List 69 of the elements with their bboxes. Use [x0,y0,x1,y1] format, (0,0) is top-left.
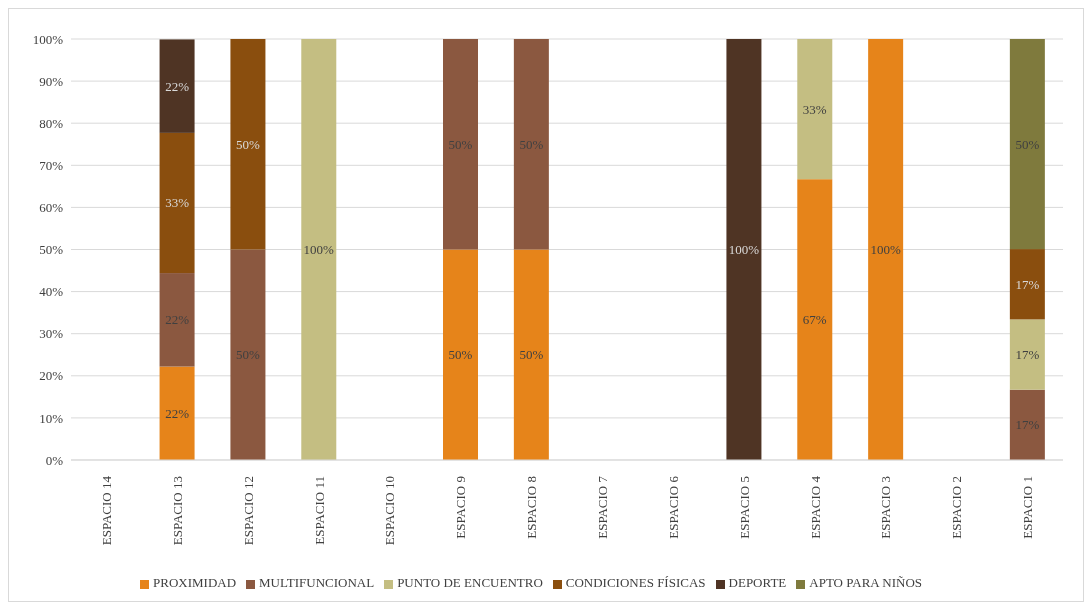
legend-label: PROXIMIDAD [152,575,237,590]
y-tick-label: 50% [39,242,64,258]
data-label: 22% [165,78,190,94]
x-tick-label: ESPACIO 1 [1020,476,1036,539]
x-tick-label: ESPACIO 6 [665,475,681,539]
data-label: 50% [448,136,473,152]
x-tick-label: ESPACIO 14 [98,475,114,546]
data-label: 100% [728,242,760,257]
data-label: 50% [236,136,261,152]
data-label: 17% [1015,417,1040,433]
x-tick-label: ESPACIO 13 [169,476,185,546]
bar [301,39,337,460]
data-label: 50% [236,347,261,363]
bar [868,39,904,460]
bar [230,249,266,460]
x-tick-label: ESPACIO 2 [949,476,965,539]
bar [159,39,195,133]
legend-label: MULTIFUNCIONAL [259,575,375,590]
data-label: 50% [448,347,473,363]
data-label: 33% [165,195,190,211]
bar [230,39,266,250]
y-tick-label: 90% [39,73,64,89]
x-tick-label: ESPACIO 4 [807,475,823,539]
x-tick-label: ESPACIO 9 [453,476,469,539]
bar [159,273,195,367]
bar [513,39,549,250]
y-tick-label: 0% [45,452,64,468]
legend-label: PUNTO DE ENCUENTRO [397,575,543,590]
data-label: 33% [802,101,827,117]
data-label: 22% [165,312,190,328]
data-label: 50% [519,136,544,152]
y-tick-label: 10% [39,410,64,426]
bar [797,39,833,180]
bar [513,249,549,460]
bar [443,249,478,460]
legend-label: APTO PARA NIÑOS [809,575,922,590]
data-label: 67% [802,312,827,328]
x-tick-label: ESPACIO 11 [311,476,327,545]
data-label: 50% [1015,136,1040,152]
legend-label: CONDICIONES FÍSICAS [565,575,706,590]
x-tick-label: ESPACIO 12 [240,476,256,546]
data-label: 100% [303,242,335,257]
y-tick-label: 20% [39,368,64,384]
y-tick-label: 30% [39,326,64,342]
y-tick-label: 40% [39,284,64,300]
data-label: 22% [165,405,190,421]
x-tick-label: ESPACIO 10 [382,476,398,546]
y-tick-label: 80% [39,115,64,131]
bar [1009,249,1045,320]
bar [797,179,833,460]
bar [159,132,195,274]
bar [159,366,195,460]
bar [1009,389,1045,460]
legend-label: DEPORTE [728,575,787,590]
x-tick-label: ESPACIO 3 [878,476,894,539]
y-tick-label: 70% [39,157,64,173]
x-tick-label: ESPACIO 5 [736,476,752,539]
data-label: 17% [1015,276,1040,292]
data-label: 100% [870,242,901,257]
bar [726,39,762,460]
x-tick-label: ESPACIO 7 [594,475,610,539]
bar [1009,319,1045,390]
bar [1009,39,1045,250]
y-tick-label: 60% [39,200,64,216]
data-label: 50% [519,347,544,363]
x-tick-label: ESPACIO 8 [524,476,540,539]
data-label: 17% [1015,347,1040,363]
y-tick-label: 100% [32,31,64,47]
bar [443,39,478,250]
